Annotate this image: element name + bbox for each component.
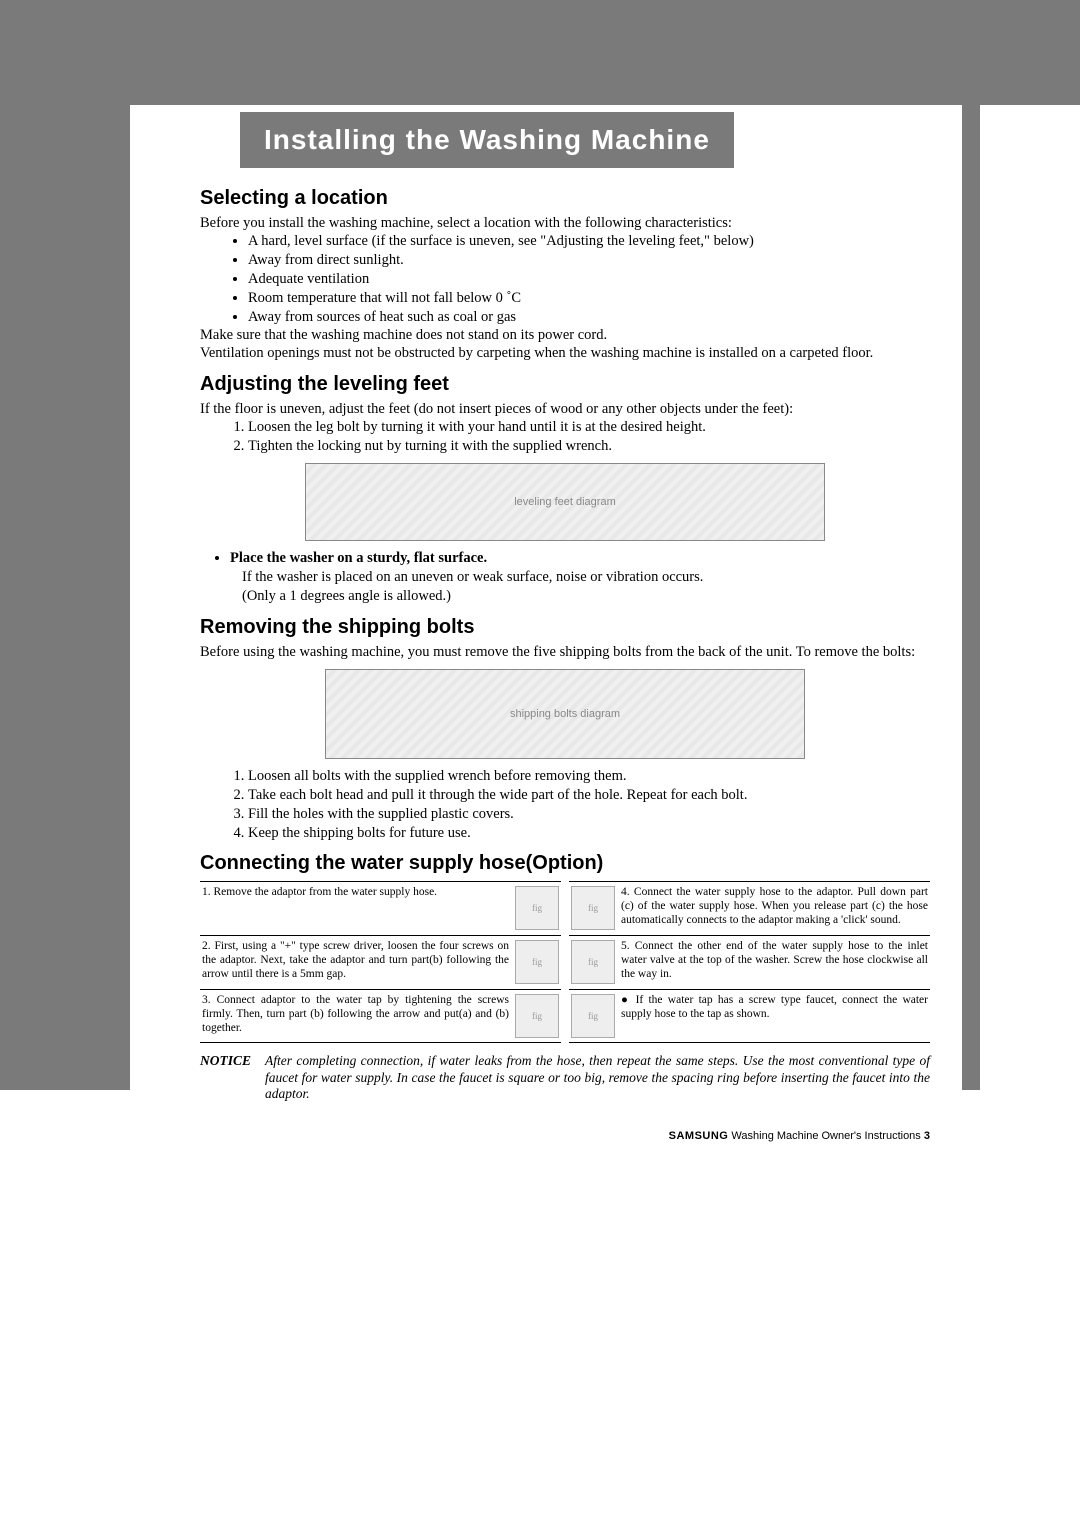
shipping-intro: Before using the washing machine, you mu…: [200, 643, 930, 661]
page-footer: SAMSUNG Washing Machine Owner's Instruct…: [200, 1130, 930, 1142]
footer-text: Washing Machine Owner's Instructions: [731, 1130, 920, 1142]
leveling-place-block: Place the washer on a sturdy, flat surfa…: [230, 549, 930, 606]
table-row: fig 4. Connect the water supply hose to …: [569, 881, 930, 935]
table-row: 1. Remove the adaptor from the water sup…: [200, 881, 561, 935]
hose-col-right: fig 4. Connect the water supply hose to …: [569, 881, 930, 1043]
screwdriver-icon: fig: [515, 940, 559, 984]
table-row: 2. First, using a "+" type screw driver,…: [200, 935, 561, 989]
selecting-bullets: A hard, level surface (if the surface is…: [248, 232, 930, 326]
table-row: fig ● If the water tap has a screw type …: [569, 989, 930, 1043]
place-line-1: If the washer is placed on an uneven or …: [242, 568, 930, 587]
list-item: Loosen all bolts with the supplied wrenc…: [248, 767, 930, 786]
notice-label: NOTICE: [200, 1053, 251, 1102]
hose-table: 1. Remove the adaptor from the water sup…: [200, 881, 930, 1043]
section-selecting-location: Selecting a location Before you install …: [200, 187, 930, 363]
hose-col-left: 1. Remove the adaptor from the water sup…: [200, 881, 561, 1043]
table-row: fig 5. Connect the other end of the wate…: [569, 935, 930, 989]
side-band-right: [962, 105, 980, 1090]
page: Installing the Washing Machine Selecting…: [0, 0, 1080, 1528]
list-item: Place the washer on a sturdy, flat surfa…: [230, 549, 930, 606]
selecting-intro: Before you install the washing machine, …: [200, 214, 930, 232]
heading-leveling: Adjusting the leveling feet: [200, 373, 930, 396]
hose-step-6: ● If the water tap has a screw type fauc…: [621, 994, 928, 1038]
content-area: Selecting a location Before you install …: [200, 105, 930, 1142]
place-line-2: (Only a 1 degrees angle is allowed.): [242, 587, 930, 606]
leveling-diagram: leveling feet diagram: [305, 463, 825, 541]
hose-step-1: 1. Remove the adaptor from the water sup…: [202, 886, 509, 931]
list-item: Loosen the leg bolt by turning it with y…: [248, 418, 930, 437]
list-item: Tighten the locking nut by turning it wi…: [248, 437, 930, 456]
header-band: [0, 0, 1080, 105]
place-bold: Place the washer on a sturdy, flat surfa…: [230, 549, 930, 568]
list-item: Fill the holes with the supplied plastic…: [248, 805, 930, 824]
table-row: 3. Connect adaptor to the water tap by t…: [200, 989, 561, 1043]
valve-icon: fig: [571, 940, 615, 984]
heading-selecting: Selecting a location: [200, 187, 930, 210]
section-shipping-bolts: Removing the shipping bolts Before using…: [200, 616, 930, 843]
page-number: 3: [924, 1130, 930, 1142]
list-item: Keep the shipping bolts for future use.: [248, 824, 930, 843]
list-item: Away from sources of heat such as coal o…: [248, 308, 930, 327]
notice-block: NOTICE After completing connection, if w…: [200, 1053, 930, 1102]
notice-body: After completing connection, if water le…: [265, 1053, 930, 1102]
section-hose: Connecting the water supply hose(Option)…: [200, 852, 930, 1102]
hose-connect-icon: fig: [571, 886, 615, 930]
section-leveling-feet: Adjusting the leveling feet If the floor…: [200, 373, 930, 606]
list-item: Adequate ventilation: [248, 270, 930, 289]
heading-shipping: Removing the shipping bolts: [200, 616, 930, 639]
tap-icon: fig: [515, 994, 559, 1038]
side-band-left: [0, 0, 130, 1090]
hose-step-5: 5. Connect the other end of the water su…: [621, 940, 928, 985]
adaptor-icon: fig: [515, 886, 559, 930]
leveling-steps: Loosen the leg bolt by turning it with y…: [248, 418, 930, 456]
shipping-diagram: shipping bolts diagram: [325, 669, 805, 759]
list-item: A hard, level surface (if the surface is…: [248, 232, 930, 251]
footer-brand: SAMSUNG: [669, 1130, 729, 1142]
selecting-after-1: Make sure that the washing machine does …: [200, 326, 930, 344]
hose-step-3: 3. Connect adaptor to the water tap by t…: [202, 994, 509, 1038]
list-item: Away from direct sunlight.: [248, 251, 930, 270]
shipping-steps: Loosen all bolts with the supplied wrenc…: [248, 767, 930, 842]
list-item: Room temperature that will not fall belo…: [248, 289, 930, 308]
heading-hose: Connecting the water supply hose(Option): [200, 852, 930, 875]
leveling-intro: If the floor is uneven, adjust the feet …: [200, 400, 930, 418]
selecting-after-2: Ventilation openings must not be obstruc…: [200, 344, 930, 362]
screw-tap-icon: fig: [571, 994, 615, 1038]
hose-step-2: 2. First, using a "+" type screw driver,…: [202, 940, 509, 985]
list-item: Take each bolt head and pull it through …: [248, 786, 930, 805]
hose-step-4: 4. Connect the water supply hose to the …: [621, 886, 928, 931]
